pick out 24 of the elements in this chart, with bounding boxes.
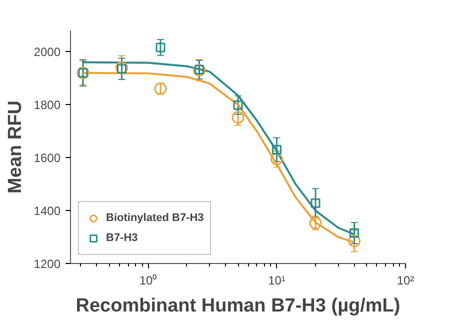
x-tick-label: 10² (396, 274, 414, 288)
point (116, 64, 126, 74)
y-tick-label: 1400 (34, 204, 61, 218)
point (232, 111, 244, 124)
point (350, 228, 360, 238)
point (310, 198, 320, 208)
point (154, 82, 167, 95)
x-axis-title: Recombinant Human B7-H3 (µg/mL) (76, 296, 400, 316)
legend-label: B7-H3 (106, 232, 138, 244)
point (348, 234, 361, 248)
point (115, 61, 128, 74)
x-tick-label: 10⁰ (139, 274, 157, 288)
point (270, 152, 284, 166)
y-tick-label: 1600 (34, 151, 61, 166)
y-tick-label: 2000 (34, 45, 61, 60)
point (272, 144, 282, 154)
y-tick-label: 1800 (34, 98, 61, 112)
point (156, 42, 166, 52)
x-tick-label: 10¹ (268, 274, 286, 288)
y-axis-title: Mean RFU (4, 100, 26, 194)
legend-label: Biotinylated B7-H3 (106, 212, 204, 224)
y-tick-label: 1200 (34, 257, 61, 271)
point (233, 100, 243, 110)
point (309, 216, 322, 230)
